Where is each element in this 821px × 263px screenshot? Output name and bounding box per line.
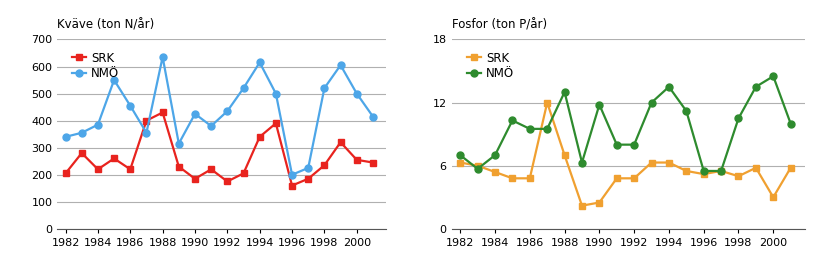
NMÖ [543, 127, 553, 130]
SRK [647, 161, 657, 164]
NMÖ [174, 142, 184, 145]
Line: SRK: SRK [62, 109, 376, 189]
NMÖ [490, 154, 500, 157]
NMÖ [768, 75, 778, 78]
SRK [612, 177, 621, 180]
NMÖ [734, 117, 744, 120]
SRK [271, 122, 281, 125]
NMÖ [525, 127, 534, 130]
SRK [222, 180, 232, 183]
SRK [319, 164, 329, 167]
NMÖ [664, 85, 674, 88]
SRK [629, 177, 639, 180]
SRK [560, 154, 570, 157]
NMÖ [577, 161, 587, 164]
SRK [507, 177, 517, 180]
NMÖ [93, 123, 103, 126]
NMÖ [61, 135, 71, 138]
NMÖ [681, 109, 691, 113]
NMÖ [336, 64, 346, 67]
NMÖ [271, 92, 281, 95]
NMÖ [319, 87, 329, 90]
SRK [287, 184, 297, 187]
SRK [190, 177, 200, 180]
NMÖ [560, 90, 570, 94]
SRK [543, 101, 553, 104]
SRK [126, 168, 135, 171]
SRK [786, 166, 796, 169]
SRK [768, 196, 778, 199]
NMÖ [612, 143, 621, 146]
SRK [61, 172, 71, 175]
NMÖ [255, 61, 264, 64]
NMÖ [368, 115, 378, 118]
Line: NMÖ: NMÖ [456, 73, 794, 174]
SRK [141, 119, 151, 122]
SRK [336, 141, 346, 144]
NMÖ [77, 131, 87, 134]
NMÖ [751, 85, 761, 88]
SRK [158, 111, 167, 114]
NMÖ [647, 101, 657, 104]
NMÖ [303, 166, 313, 170]
SRK [93, 168, 103, 171]
SRK [734, 175, 744, 178]
SRK [109, 157, 119, 160]
SRK [751, 166, 761, 169]
SRK [255, 135, 264, 138]
NMÖ [716, 169, 726, 173]
SRK [206, 168, 216, 171]
Line: NMÖ: NMÖ [62, 54, 376, 178]
NMÖ [699, 169, 709, 173]
SRK [473, 164, 483, 167]
SRK [456, 161, 466, 164]
SRK [368, 161, 378, 164]
NMÖ [456, 154, 466, 157]
SRK [664, 161, 674, 164]
Line: SRK: SRK [456, 99, 794, 209]
SRK [352, 158, 362, 161]
SRK [525, 177, 534, 180]
NMÖ [507, 119, 517, 122]
SRK [174, 165, 184, 168]
SRK [699, 173, 709, 176]
NMÖ [629, 143, 639, 146]
SRK [716, 169, 726, 173]
NMÖ [109, 78, 119, 82]
SRK [681, 169, 691, 173]
NMÖ [141, 131, 151, 134]
NMÖ [190, 112, 200, 115]
Legend: SRK, NMÖ: SRK, NMÖ [465, 49, 516, 82]
NMÖ [287, 173, 297, 176]
SRK [239, 172, 249, 175]
NMÖ [126, 104, 135, 107]
NMÖ [158, 55, 167, 59]
NMÖ [473, 167, 483, 170]
NMÖ [352, 92, 362, 95]
NMÖ [222, 110, 232, 113]
Legend: SRK, NMÖ: SRK, NMÖ [70, 49, 122, 82]
Text: Kväve (ton N/år): Kväve (ton N/år) [57, 19, 154, 32]
SRK [77, 151, 87, 155]
SRK [303, 177, 313, 180]
SRK [577, 204, 587, 207]
SRK [594, 201, 604, 204]
NMÖ [594, 103, 604, 106]
NMÖ [239, 87, 249, 90]
NMÖ [786, 122, 796, 125]
SRK [490, 170, 500, 174]
Text: Fosfor (ton P/år): Fosfor (ton P/år) [452, 19, 547, 32]
NMÖ [206, 124, 216, 128]
